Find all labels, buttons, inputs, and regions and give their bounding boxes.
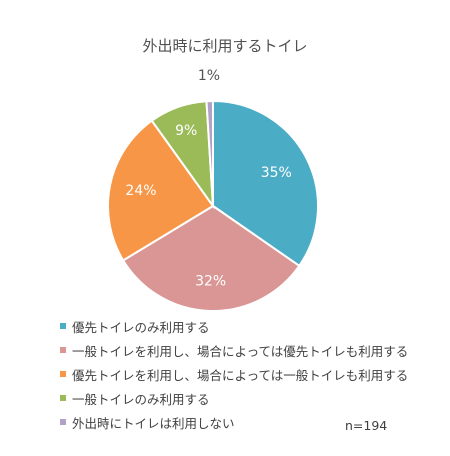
legend: 優先トイレのみ利用する一般トイレを利用し、場合によっては優先トイレも利用する 優先…: [60, 314, 440, 434]
pie-slice: [107, 119, 215, 262]
legend-swatch: [60, 347, 66, 353]
pie-slice: [212, 99, 319, 268]
pie-data-label: 32%: [195, 274, 226, 290]
legend-label: 外出時にトイレは利用しない: [72, 415, 235, 431]
legend-swatch: [60, 419, 66, 425]
sample-size-note: n=194: [345, 418, 388, 433]
legend-item: 外出時にトイレは利用しない: [60, 410, 440, 434]
legend-swatch: [60, 395, 66, 401]
pie-data-label: 9%: [175, 123, 197, 139]
legend-item: 優先トイレのみ利用する: [60, 314, 440, 338]
pie-data-label: 24%: [125, 183, 156, 199]
pie-slices: [107, 99, 319, 312]
chart-title: 外出時に利用するトイレ: [142, 37, 307, 55]
legend-label: 一般トイレのみ利用する: [72, 391, 210, 407]
legend-item: 優先トイレを利用し、場合によっては一般トイレも利用する: [60, 362, 440, 386]
pie-data-label: 1%: [198, 68, 220, 84]
legend-label: 一般トイレを利用し、場合によっては優先トイレも利用する: [72, 343, 409, 359]
legend-item: 一般トイレのみ利用する: [60, 386, 440, 410]
pie-slice: [205, 99, 214, 207]
legend-item: 一般トイレを利用し、場合によっては優先トイレも利用する: [60, 338, 440, 362]
legend-label: 優先トイレを利用し、場合によっては一般トイレも利用する: [72, 367, 409, 383]
pie-slice: [121, 204, 301, 312]
legend-swatch: [60, 371, 66, 377]
pie-data-label: 35%: [261, 165, 292, 181]
legend-label: 優先トイレのみ利用する: [72, 319, 210, 335]
legend-swatch: [60, 323, 66, 329]
pie-data-labels: 35% 32% 24% 9% 1%: [125, 68, 291, 290]
